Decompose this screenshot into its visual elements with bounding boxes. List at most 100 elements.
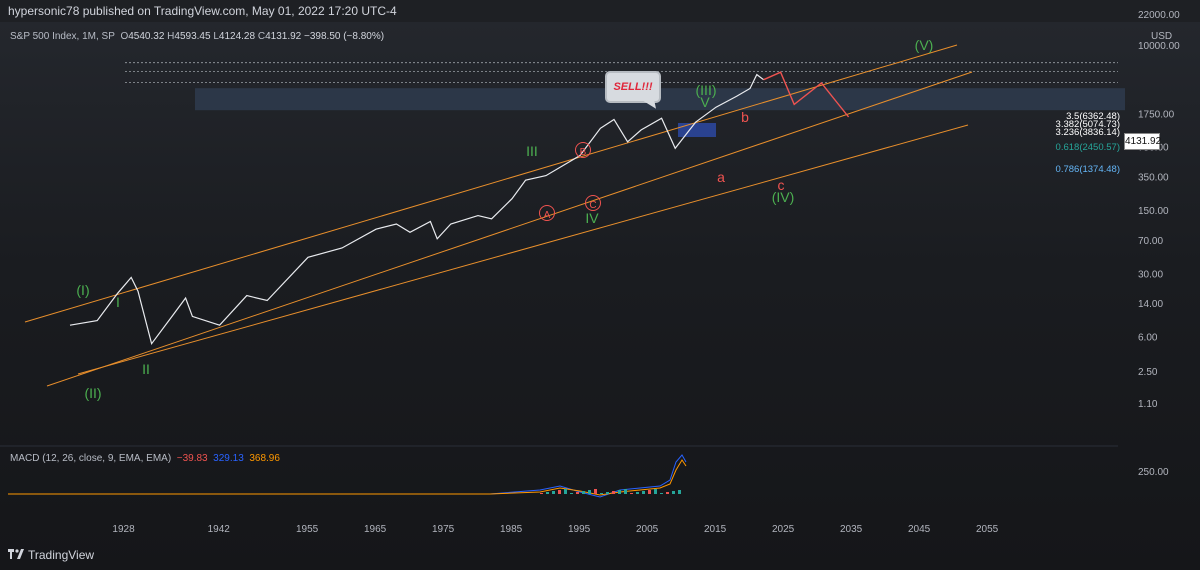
open-label: O [120, 31, 129, 42]
macd-line [489, 454, 687, 498]
price-tick-label: 1.10 [1138, 399, 1158, 410]
footer-brand-text: TradingView [28, 548, 95, 562]
time-tick-label: 2055 [976, 524, 999, 535]
macd-legend: MACD (12, 26, close, 9, EMA, EMA) −39.83… [10, 453, 280, 464]
time-tick-label: 1942 [208, 524, 231, 535]
macd-histogram-bar [588, 490, 591, 494]
wave-label: B [580, 147, 587, 158]
wave-label: c [778, 177, 785, 193]
wave-label-circle [539, 205, 555, 221]
wave-label: a [717, 169, 725, 185]
macd-histogram-bar [540, 493, 543, 494]
wave-label-circle [585, 195, 601, 211]
wave-label: II [142, 361, 150, 377]
macd-histogram-bar [630, 493, 633, 494]
tradingview-logo-icon [8, 549, 24, 559]
high-value: 4593.45 [174, 31, 211, 42]
close-label: C [257, 31, 266, 42]
macd-histogram-bar [570, 493, 573, 494]
price-tick-label: 1750.00 [1138, 109, 1175, 120]
time-tick-label: 1975 [432, 524, 455, 535]
macd-pane [8, 454, 687, 498]
channel-line [46, 71, 973, 387]
macd-histogram-bar [576, 492, 579, 494]
price-tick-label: 6.00 [1138, 333, 1158, 344]
price-tick-label: 14.00 [1138, 299, 1163, 310]
channel-line [24, 44, 958, 323]
wave-label-circle [575, 142, 591, 158]
macd-histogram-bar [660, 493, 663, 494]
macd-histogram-bar [552, 491, 555, 494]
publisher-text: hypersonic78 published on TradingView.co… [8, 4, 397, 18]
time-tick-label: 1928 [112, 524, 135, 535]
price-tick-label: 10000.00 [1138, 41, 1180, 52]
macd-histogram-bar [666, 492, 669, 494]
time-tick-label: 2045 [908, 524, 931, 535]
wave-label: V [700, 94, 710, 110]
macd-histogram-bar [618, 490, 621, 494]
wave-label: (IV) [772, 189, 795, 205]
macd-histogram-bar [678, 490, 681, 494]
target-box [678, 123, 716, 137]
wave-label: (I) [76, 282, 89, 298]
macd-label: MACD (12, 26, close, 9, EMA, EMA) [10, 453, 172, 464]
trend-channel [24, 44, 973, 387]
time-tick-label: 2025 [772, 524, 795, 535]
channel-line [77, 124, 969, 375]
wave-label: III [526, 143, 538, 159]
price-tick-label: 70.00 [1138, 236, 1163, 247]
wave-label: C [589, 200, 596, 211]
wave-label: A [544, 210, 551, 221]
fib-level-label: 3.5(6362.48) [1066, 111, 1120, 122]
time-tick-label: 2015 [704, 524, 727, 535]
high-label: H [167, 31, 175, 42]
time-tick-label: 1965 [364, 524, 387, 535]
fib-level-label: 3.382(5074.73) [1056, 119, 1120, 130]
macd-histogram-bar [642, 491, 645, 494]
macd-histogram-bar [546, 492, 549, 494]
time-tick-label: 1995 [568, 524, 591, 535]
macd-hist-value: −39.83 [176, 453, 208, 464]
macd-signal-value: 368.96 [249, 453, 280, 464]
header-bar: hypersonic78 published on TradingView.co… [0, 0, 1200, 22]
macd-histogram-bar [564, 489, 567, 494]
low-value: 4124.28 [218, 31, 256, 42]
projection-line [763, 71, 850, 118]
low-label: L [213, 31, 219, 42]
wave-label: (III) [696, 82, 717, 98]
fib-level-label: 0.618(2450.57) [1056, 142, 1120, 153]
wave-label: (II) [84, 385, 101, 401]
price-tick-label: 150.00 [1138, 206, 1169, 217]
wave-label: IV [585, 210, 599, 226]
macd-histogram-bar [672, 491, 675, 494]
fib-level-label: 0.786(1374.48) [1056, 164, 1120, 175]
price-tick-label: 30.00 [1138, 269, 1163, 280]
macd-histogram-bar [654, 489, 657, 494]
wave-label: I [116, 294, 120, 310]
symbol-legend: S&P 500 Index, 1M, SP O4540.32 H4593.45 … [10, 31, 384, 42]
time-tick-label: 2005 [636, 524, 659, 535]
wave-label: (V) [915, 37, 934, 53]
macd-histogram-bar [594, 489, 597, 494]
price-series-line [69, 73, 764, 346]
price-tick-label: 22000.00 [1138, 10, 1180, 21]
time-tick-label: 1985 [500, 524, 523, 535]
macd-histogram-bar [612, 491, 615, 494]
macd-histogram-bar [558, 490, 561, 494]
close-value: 4131.92 [265, 31, 302, 42]
time-tick-label: 2035 [840, 524, 863, 535]
price-tick-label: 350.00 [1138, 173, 1169, 184]
macd-tick-label: 250.00 [1138, 467, 1169, 478]
change-value: −398.50 (−8.80%) [304, 31, 385, 42]
macd-histogram-bar [606, 492, 609, 494]
macd-histogram-bar [648, 490, 651, 494]
time-tick-label: 1955 [296, 524, 319, 535]
macd-histogram-bar [600, 493, 603, 494]
footer-brand[interactable]: TradingView [8, 548, 94, 562]
chart-area[interactable] [0, 22, 1200, 570]
macd-histogram-bar [624, 489, 627, 494]
fib-zone-box [195, 88, 1125, 111]
fib-level-label: 3.236(3836.14) [1056, 127, 1120, 138]
